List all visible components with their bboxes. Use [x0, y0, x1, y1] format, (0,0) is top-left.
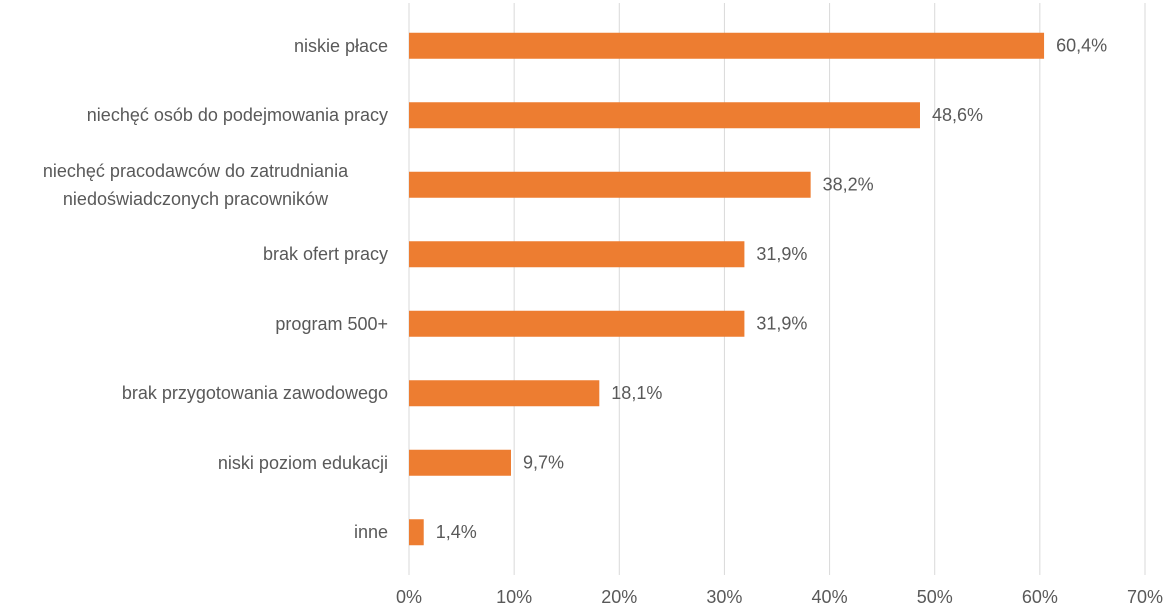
- value-label: 1,4%: [436, 522, 477, 542]
- bar: [409, 380, 600, 407]
- category-text: niskie płace: [293, 35, 388, 56]
- bar: [409, 102, 920, 129]
- category-label: niski poziom edukacji: [3, 449, 388, 477]
- category-text: niechęć pracodawców do zatrudniania nied…: [42, 160, 349, 209]
- x-tick-label: 70%: [1127, 587, 1163, 607]
- x-tick-label: 60%: [1022, 587, 1058, 607]
- bar: [409, 32, 1045, 59]
- category-label: brak ofert pracy: [3, 240, 388, 268]
- category-text: program 500+: [275, 313, 388, 334]
- value-label: 18,1%: [611, 383, 662, 403]
- bar: [409, 449, 511, 476]
- x-tick-label: 10%: [496, 587, 532, 607]
- x-tick-label: 30%: [706, 587, 742, 607]
- value-label: 60,4%: [1056, 36, 1107, 56]
- x-tick-label: 50%: [917, 587, 953, 607]
- category-label: inne: [3, 518, 388, 546]
- value-label: 31,9%: [756, 244, 807, 264]
- category-text: inne: [353, 522, 388, 543]
- category-text: niski poziom edukacji: [217, 452, 388, 473]
- category-label: niechęć osób do podejmowania pracy: [3, 101, 388, 129]
- value-label: 31,9%: [756, 314, 807, 334]
- category-text: brak ofert pracy: [262, 244, 388, 265]
- x-tick-label: 40%: [812, 587, 848, 607]
- value-label: 48,6%: [932, 105, 983, 125]
- x-tick-label: 0%: [396, 587, 422, 607]
- category-text: niechęć osób do podejmowania pracy: [86, 105, 388, 126]
- x-tick-label: 20%: [601, 587, 637, 607]
- category-label: brak przygotowania zawodowego: [3, 379, 388, 407]
- bar: [409, 310, 745, 337]
- bar: [409, 519, 424, 546]
- category-label: program 500+: [3, 310, 388, 338]
- bar: [409, 241, 745, 268]
- value-label: 38,2%: [823, 175, 874, 195]
- category-label: niskie płace: [3, 32, 388, 60]
- bar: [409, 171, 811, 198]
- value-label: 9,7%: [523, 453, 564, 473]
- category-text: brak przygotowania zawodowego: [121, 383, 388, 404]
- category-label: niechęć pracodawców do zatrudniania nied…: [3, 157, 388, 213]
